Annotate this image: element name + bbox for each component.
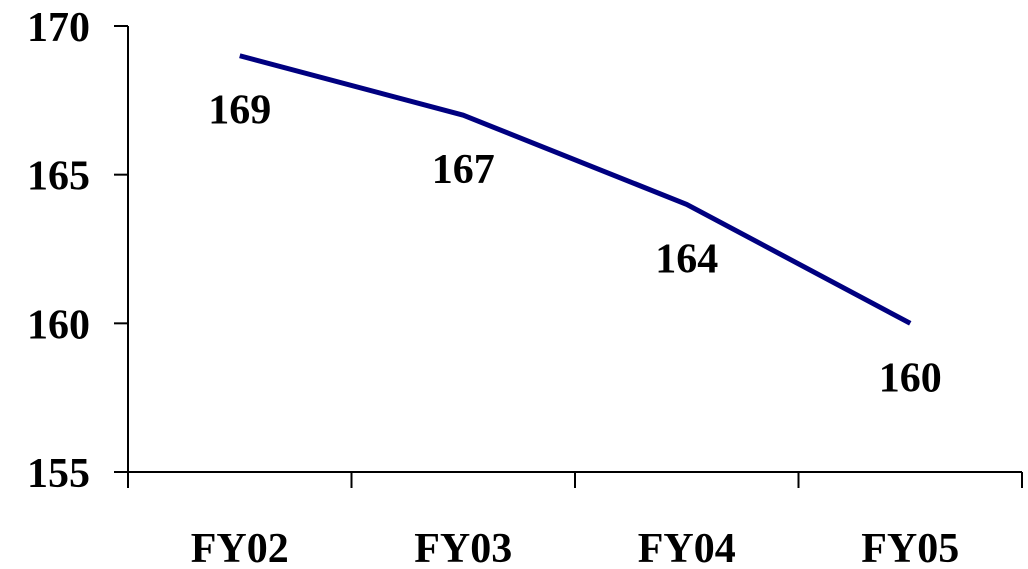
x-axis-ticks: FY02 FY03 FY04 FY05 — [128, 472, 1022, 569]
series-line — [240, 56, 911, 324]
data-label: 160 — [879, 355, 942, 401]
y-axis-ticks: 155 160 165 170 — [27, 5, 128, 497]
data-label: 167 — [432, 147, 495, 193]
y-tick-label: 155 — [27, 451, 90, 497]
x-tick-label: FY05 — [861, 526, 959, 569]
x-tick-label: FY03 — [414, 526, 512, 569]
y-tick-label: 170 — [27, 5, 90, 51]
data-labels-group: 169 167 164 160 — [208, 88, 942, 402]
y-tick-label: 165 — [27, 154, 90, 200]
y-tick-label: 160 — [27, 302, 90, 348]
x-tick-label: FY02 — [191, 526, 289, 569]
series-group — [240, 56, 911, 324]
data-label: 169 — [208, 88, 271, 134]
data-label: 164 — [655, 236, 718, 282]
x-tick-label: FY04 — [638, 526, 736, 569]
